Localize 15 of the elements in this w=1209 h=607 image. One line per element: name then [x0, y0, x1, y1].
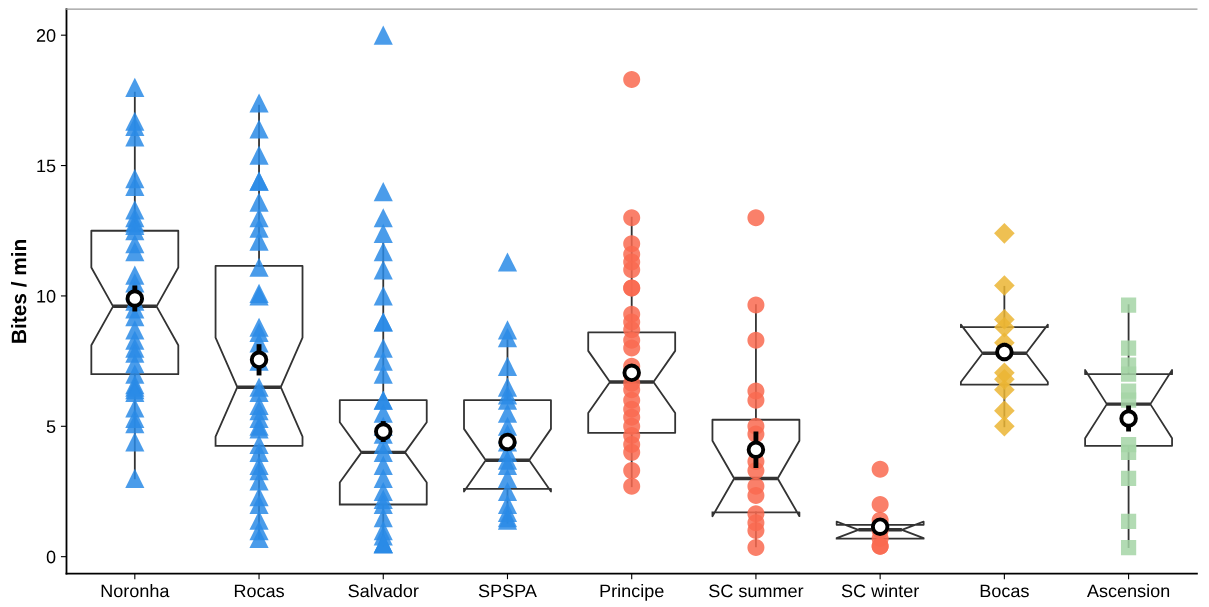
y-tick-label: 15 [37, 159, 56, 173]
x-tick-label: SPSPA [478, 584, 537, 598]
x-tick-label: Noronha [101, 584, 170, 598]
y-tick-label: 5 [46, 420, 56, 434]
x-tick-label: Principe [600, 584, 664, 601]
x-tick-label: SC summer [709, 584, 804, 598]
x-tick-label: Salvador [348, 584, 419, 598]
y-axis-title: Bites / min [11, 239, 27, 343]
y-tick-label: 0 [46, 550, 56, 564]
x-tick-label: Rocas [234, 584, 284, 598]
x-tick-label: SC winter [841, 584, 919, 598]
x-tick-label: Bocas [980, 584, 1029, 598]
x-tick-label: Ascension [1086, 584, 1170, 598]
y-tick-label: 20 [36, 29, 56, 42]
y-tick-label: 10 [37, 289, 56, 303]
